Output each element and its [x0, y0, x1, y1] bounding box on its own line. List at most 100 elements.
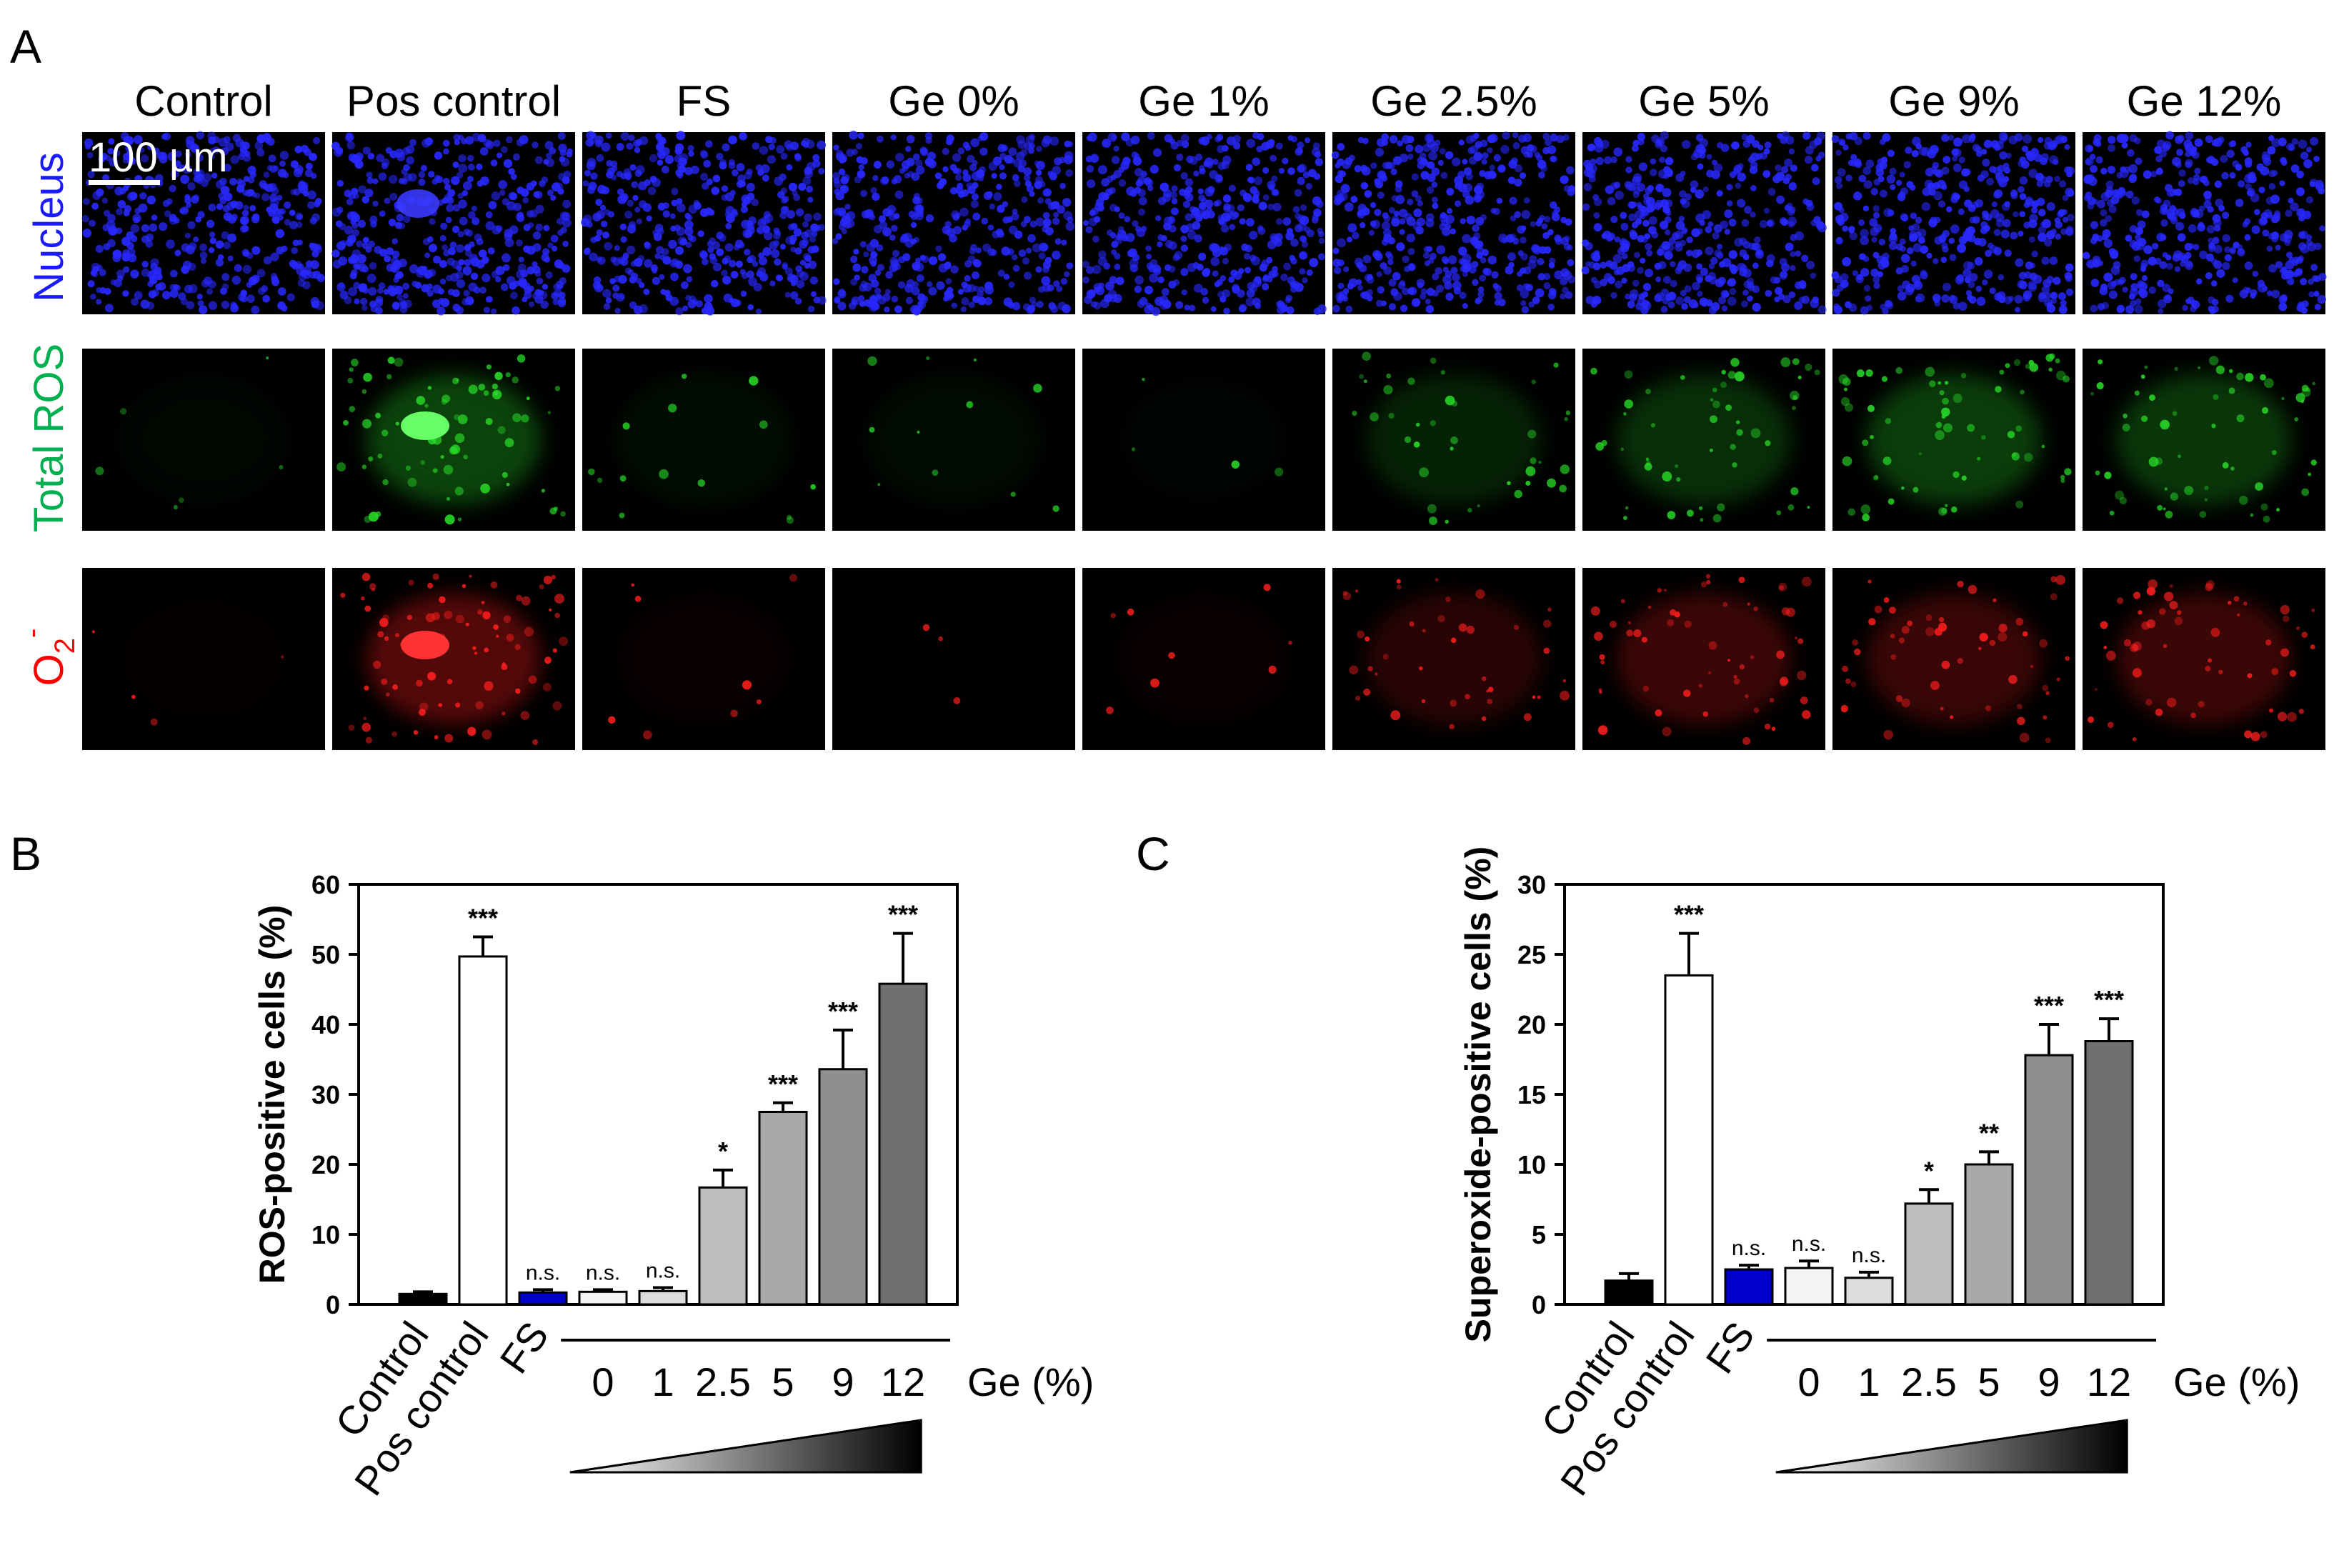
significance-label: * — [1924, 1156, 1934, 1185]
ge-tick-label: 5 — [772, 1359, 794, 1404]
ge-tick-label: 9 — [832, 1359, 854, 1404]
micrograph-tile-total_ros — [2083, 349, 2325, 531]
ge-tick-label: 2.5 — [1901, 1359, 1957, 1404]
row-label-superoxide: O2- — [16, 629, 81, 686]
ge-tick-label: 1 — [1857, 1359, 1880, 1404]
x-axis-label: Ge (%) — [967, 1359, 1094, 1404]
micrograph-tile-superoxide — [82, 568, 325, 750]
micrograph-tile-superoxide — [1832, 568, 2075, 750]
y-tick-label: 30 — [311, 1080, 340, 1109]
micrograph-tile-nucleus — [2082, 131, 2327, 314]
micrograph-tile-superoxide — [832, 568, 1075, 750]
panel-letter-a: A — [10, 20, 41, 73]
bar — [2024, 1054, 2074, 1306]
micrograph-tile-nucleus — [81, 131, 326, 314]
micrograph-tile-superoxide — [1332, 568, 1575, 750]
panel-letter-c: C — [1136, 827, 1170, 880]
x-category-label: FS — [1697, 1314, 1763, 1382]
significance-label: n.s. — [1732, 1237, 1766, 1260]
ge-tick-label: 2.5 — [695, 1359, 751, 1404]
ge-tick-label: 5 — [1978, 1359, 2000, 1404]
ge-tick-label: 0 — [592, 1359, 614, 1404]
ge-gradient-wedge — [569, 1419, 922, 1474]
ge-gradient-wedge — [1775, 1419, 2128, 1474]
scale-bar-line — [89, 180, 160, 185]
scale-bar: 100 µm — [89, 134, 228, 185]
bar — [638, 1289, 688, 1306]
micrograph-tile-superoxide — [2083, 568, 2325, 750]
micrograph-tile-nucleus — [1831, 131, 2075, 315]
superoxide-label-sup: - — [16, 629, 48, 638]
micrograph-tile-nucleus — [1581, 131, 1827, 315]
micrograph-tile-nucleus — [1331, 131, 1576, 314]
micrograph-tile-total_ros — [82, 349, 325, 531]
bar — [458, 955, 508, 1306]
significance-label: n.s. — [1792, 1232, 1826, 1256]
scale-bar-label: 100 µm — [89, 134, 228, 181]
column-headers: Control Pos control FS Ge 0% Ge 1% Ge 2.5% Ge … — [134, 77, 2281, 125]
significance-label: *** — [888, 900, 918, 929]
y-tick-label: 20 — [311, 1150, 340, 1179]
ge-tick-label: 1 — [652, 1359, 674, 1404]
bar — [1664, 974, 1714, 1306]
micrograph-tile-total_ros — [1332, 349, 1575, 531]
column-header: Ge 12% — [2127, 77, 2282, 125]
y-tick-label: 50 — [311, 940, 340, 969]
micrograph-tile-nucleus — [832, 130, 1075, 316]
bar — [398, 1292, 448, 1306]
significance-label: n.s. — [526, 1261, 560, 1284]
bar — [1904, 1202, 1954, 1306]
micrograph-tiles — [81, 130, 2327, 750]
bar — [578, 1290, 628, 1306]
bar — [1724, 1268, 1774, 1306]
significance-label: *** — [1674, 900, 1704, 929]
superoxide-label-main: O — [26, 654, 72, 686]
column-header: FS — [677, 77, 732, 125]
superoxide-label-sub: 2 — [49, 638, 81, 654]
micrograph-tile-total_ros — [1082, 349, 1325, 531]
micrograph-tile-total_ros — [832, 349, 1075, 531]
micrograph-tile-total_ros — [1832, 349, 2075, 531]
column-header: Ge 0% — [888, 77, 1019, 125]
bar — [2084, 1040, 2134, 1306]
column-header: Control — [134, 77, 272, 125]
row-label-total-ros: Total ROS — [26, 344, 72, 532]
bar — [1784, 1267, 1834, 1306]
micrograph-tile-nucleus — [1082, 131, 1327, 316]
y-axis-label: ROS-positive cells (%) — [252, 905, 292, 1284]
micrograph-tile-nucleus — [331, 131, 575, 316]
micrograph-tile-total_ros — [332, 349, 575, 531]
significance-label: n.s. — [586, 1261, 620, 1284]
y-tick-label: 15 — [1517, 1080, 1546, 1109]
significance-label: n.s. — [646, 1259, 680, 1282]
micrograph-panel: Control Pos control FS Ge 0% Ge 1% Ge 2.5% Ge … — [16, 77, 2327, 750]
y-tick-label: 40 — [311, 1010, 340, 1039]
ge-tick-label: 0 — [1797, 1359, 1820, 1404]
significance-label: *** — [828, 997, 858, 1026]
svg-text:O2-: O2- — [16, 629, 81, 686]
bar — [1844, 1277, 1894, 1306]
y-tick-label: 0 — [326, 1290, 340, 1319]
ge-tick-label: 12 — [881, 1359, 925, 1404]
x-axis-label: Ge (%) — [2173, 1359, 2300, 1404]
y-tick-label: 20 — [1517, 1010, 1546, 1039]
significance-label: *** — [2034, 991, 2064, 1020]
y-tick-label: 5 — [1532, 1220, 1546, 1249]
bar — [698, 1186, 748, 1306]
column-header: Ge 5% — [1638, 77, 1769, 125]
y-axis-label: Superoxide-positive cells (%) — [1458, 847, 1498, 1343]
y-tick-label: 60 — [311, 870, 340, 899]
bar — [818, 1068, 868, 1306]
column-header: Ge 1% — [1138, 77, 1269, 125]
y-tick-label: 10 — [311, 1220, 340, 1249]
micrograph-tile-superoxide — [1582, 568, 1825, 750]
row-labels: Nucleus Total ROS O2- — [16, 152, 81, 686]
micrograph-tile-nucleus — [581, 131, 827, 316]
y-tick-label: 10 — [1517, 1150, 1546, 1179]
y-tick-label: 0 — [1532, 1290, 1546, 1319]
ge-tick-label: 12 — [2087, 1359, 2131, 1404]
ge-tick-label: 9 — [2038, 1359, 2060, 1404]
